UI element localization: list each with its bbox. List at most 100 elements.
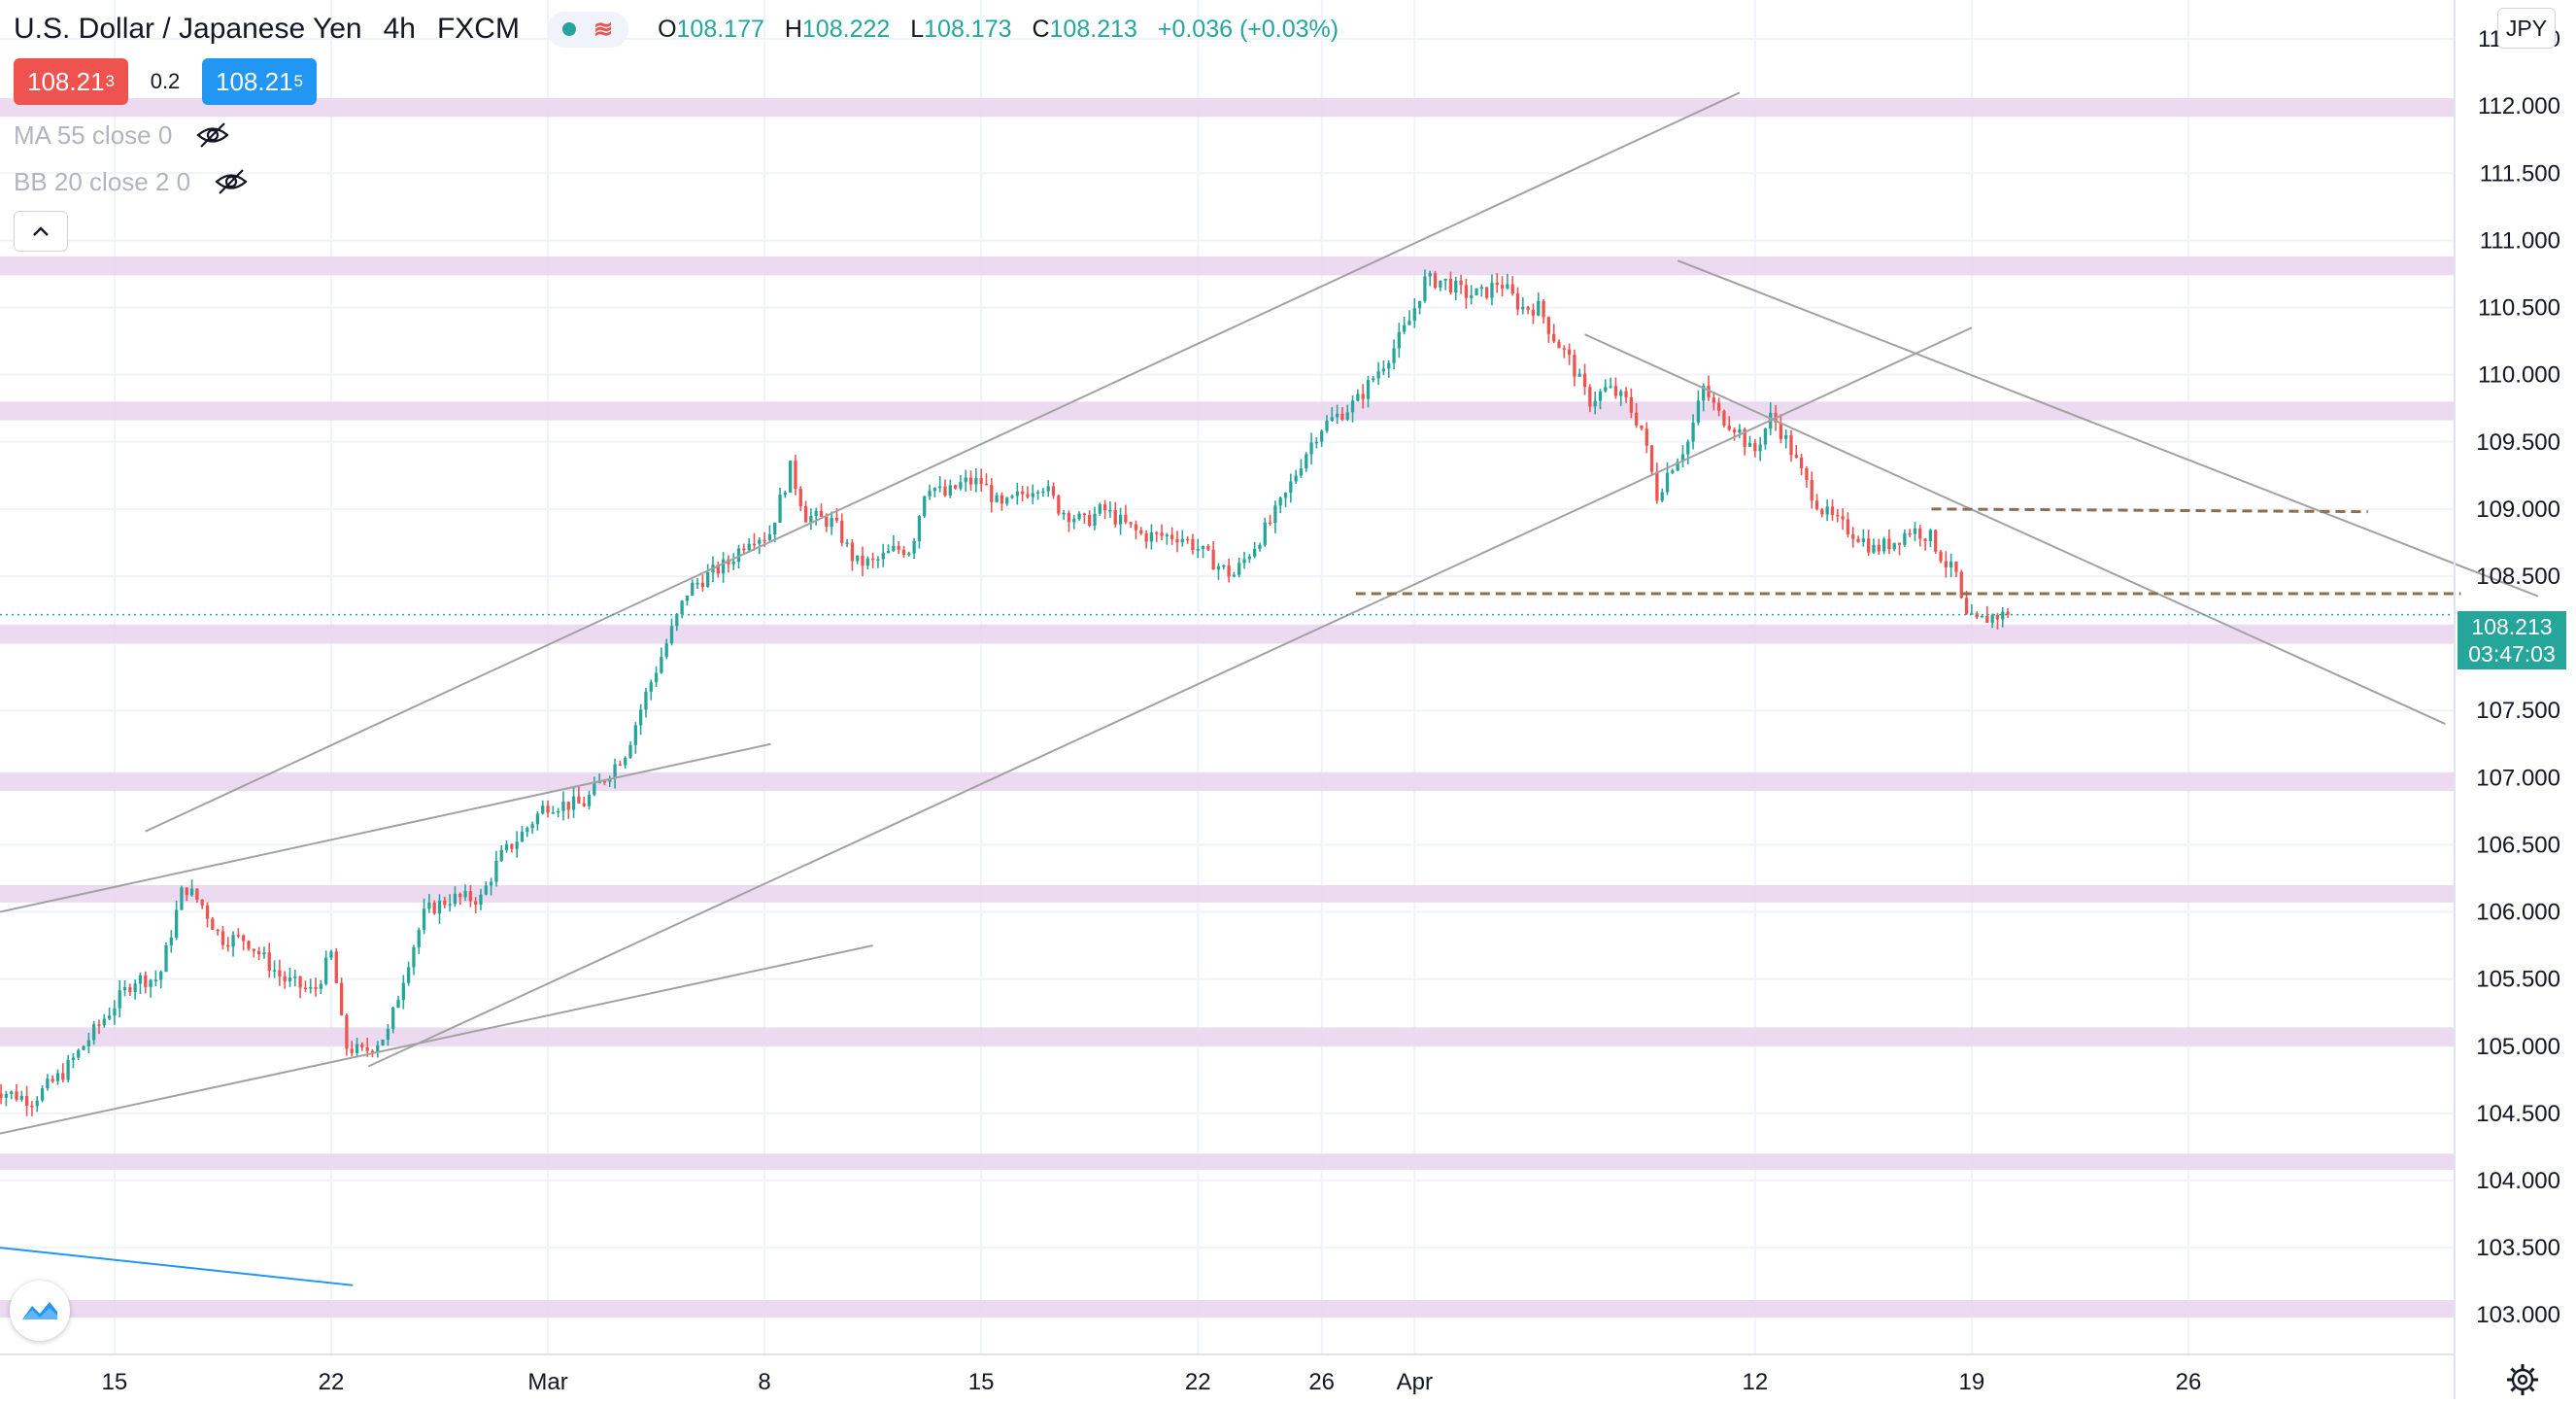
candle-body (582, 803, 586, 806)
candle-body (1294, 475, 1298, 482)
candle-body (856, 555, 860, 562)
indicator-bb[interactable]: BB 20 close 2 0 (14, 165, 249, 198)
candle-body (633, 725, 637, 745)
candle-body (247, 941, 251, 949)
candle-body (901, 549, 906, 556)
candle-body (938, 486, 942, 489)
candle-body (613, 764, 617, 779)
hidden-eye-icon[interactable] (214, 167, 249, 196)
symbol-name[interactable]: U.S. Dollar / Japanese Yen (14, 13, 362, 45)
candle-body (1557, 341, 1561, 349)
candle-body (789, 461, 793, 493)
candle-body (1031, 493, 1034, 497)
candle-body (1702, 385, 1706, 401)
candle-body (386, 1028, 390, 1041)
candle-body (448, 904, 452, 906)
indicator-ma[interactable]: MA 55 close 0 (14, 119, 230, 152)
change-value: +0.036 (+0.03%) (1157, 15, 1339, 43)
candle-body (401, 982, 405, 1001)
candle-body (716, 565, 720, 574)
low-value: 108.173 (924, 15, 1012, 43)
currency-button[interactable]: JPY (2497, 8, 2556, 49)
candle-body (242, 935, 246, 942)
candle-body (1722, 410, 1726, 426)
candle-body (319, 983, 322, 989)
candle-body (153, 979, 158, 981)
candle-body (236, 935, 241, 937)
candle-body (1573, 355, 1576, 377)
candle-body (557, 810, 560, 813)
trendline (1677, 259, 2539, 598)
candle-body (1758, 444, 1762, 452)
candle-body (1000, 495, 1004, 504)
candle-body (256, 950, 261, 955)
candle-body (1155, 532, 1159, 534)
settings-gear-icon[interactable] (2505, 1362, 2540, 1397)
tradingview-icon (22, 1302, 57, 1319)
candle-body (1856, 538, 1860, 542)
market-status-pill[interactable]: ≋ (546, 11, 629, 48)
candle-body (1732, 429, 1737, 433)
candle-body (773, 522, 777, 534)
candle-body (360, 1044, 364, 1047)
wave-icon: ≋ (593, 16, 614, 43)
candle-body (1144, 533, 1148, 542)
candle-body (1805, 467, 1809, 481)
tradingview-logo-button[interactable] (10, 1281, 70, 1341)
price-tick-label: 107.000 (2476, 765, 2560, 791)
candle-body (396, 1000, 400, 1009)
candle-body (1299, 468, 1304, 476)
interval[interactable]: 4h (383, 13, 416, 45)
support-resistance-zones (0, 97, 2455, 1318)
price-tick-label: 105.000 (2476, 1034, 2560, 1060)
candle-body (571, 796, 576, 810)
candle-body (1289, 481, 1293, 494)
candle-body (298, 976, 302, 988)
candle-body (1789, 434, 1793, 456)
candle-body (830, 517, 833, 528)
candle-body (122, 986, 127, 991)
candle-body (530, 824, 534, 829)
zone-band (0, 624, 2455, 644)
trendline (145, 91, 1741, 833)
candle-body (1738, 428, 1742, 433)
candle-body (1062, 512, 1066, 515)
price-tick-label: 111.000 (2480, 227, 2560, 254)
candle-body (1026, 494, 1030, 497)
candle-body (1403, 325, 1407, 332)
candle-body (427, 902, 431, 909)
candle-body (870, 558, 875, 561)
candle-body (1397, 331, 1402, 349)
buy-button[interactable]: 108.21 5 (202, 58, 317, 105)
candle-body (1046, 486, 1050, 492)
time-tick-label: 26 (1308, 1369, 1335, 1395)
collapse-legend-button[interactable] (14, 211, 68, 252)
candle-body (602, 780, 607, 783)
candle-body (525, 828, 529, 833)
candle-body (1604, 387, 1608, 392)
candle-body (1258, 544, 1262, 549)
price-tick-label: 111.500 (2480, 160, 2560, 187)
candle-body (55, 1073, 60, 1081)
candle-body (468, 891, 473, 902)
candle-body (412, 946, 416, 968)
candle-body (1990, 614, 1994, 623)
buy-price: 108.21 (216, 66, 293, 96)
candle-body (1470, 294, 1474, 298)
time-axis[interactable]: 15 22 Mar 8 15 22 26 Apr 12 19 26 (102, 1369, 2202, 1395)
hidden-eye-icon[interactable] (195, 120, 230, 150)
candle-body (1335, 413, 1339, 418)
candle-body (1743, 428, 1746, 447)
price-axis[interactable]: 103.000 103.500 104.000 104.500 105.000 105.5… (2476, 26, 2560, 1328)
candle-body (262, 952, 266, 955)
price-tick-label: 104.000 (2476, 1168, 2560, 1194)
candle-body (66, 1059, 70, 1080)
candle-body (355, 1044, 359, 1053)
candle-body (1216, 565, 1221, 570)
sell-button[interactable]: 108.21 3 (14, 58, 128, 105)
candle-body (814, 510, 818, 517)
candle-body (1196, 549, 1200, 551)
candle-body (1077, 513, 1081, 520)
